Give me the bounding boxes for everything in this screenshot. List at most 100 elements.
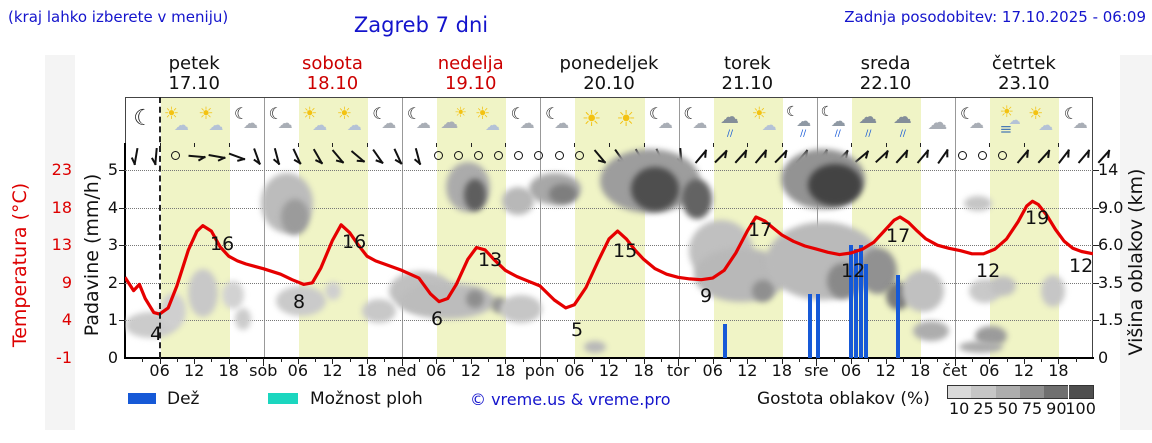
x-tick-top <box>781 143 783 147</box>
day-name: ponedeljek <box>559 53 659 74</box>
temp-value-label: 16 <box>342 231 367 253</box>
cloud-density-swatch <box>1019 385 1045 399</box>
cloud-density-swatch <box>1068 385 1094 399</box>
x-tick <box>972 358 973 362</box>
rain-bar <box>816 294 821 358</box>
x-time-label: 06 <box>840 361 862 380</box>
x-tick-top <box>297 143 299 147</box>
weather-icon-cloud: ☁ <box>921 100 955 142</box>
weather-icon-sun: ☀ <box>576 100 610 142</box>
x-tick-top <box>228 143 230 147</box>
glyph: ∕∕ <box>834 129 841 139</box>
glyph: ☁ <box>277 114 293 132</box>
x-boundary-tick <box>401 358 403 366</box>
wind-calm-icon <box>171 151 181 160</box>
cloud-density-level: 10 <box>948 399 970 418</box>
day-date: 19.10 <box>444 73 497 94</box>
grid-line <box>125 207 1093 209</box>
x-tick <box>920 358 922 364</box>
wind-calm-icon <box>433 151 443 160</box>
day-date: 20.10 <box>583 73 635 94</box>
temp-value-label: 12 <box>841 260 866 282</box>
rain-legend-swatch <box>128 393 156 404</box>
weather-icon-sun: ☀ <box>610 100 644 142</box>
glyph: ☀ <box>475 104 491 124</box>
weather-icon-moon-cloud: ☾ ☁ <box>265 100 299 142</box>
x-tick <box>142 358 144 362</box>
x-tick <box>228 358 230 364</box>
daytime-band <box>990 98 1060 357</box>
rain-bar <box>858 245 863 358</box>
weather-icon-moon-rain: ☾ ☁ ∕∕ <box>818 100 852 142</box>
x-tick <box>591 358 593 362</box>
x-tick-top <box>332 143 334 147</box>
x-time-label: 06 <box>564 361 585 380</box>
glyph: ☾ <box>820 104 834 120</box>
cloud-density-level: 100 <box>1065 399 1096 418</box>
x-tick-top <box>505 143 507 147</box>
temp-tick-label: 23 <box>51 160 72 179</box>
weather-icon-moon-cloud: ☾ ☁ <box>403 100 437 142</box>
x-boundary-tick <box>678 358 680 366</box>
glyph: ☾ <box>510 104 525 123</box>
temp-tick-label: 9 <box>61 272 72 292</box>
attribution-link[interactable]: © vreme.us & vreme.pro <box>470 390 671 409</box>
x-tick <box>695 358 697 362</box>
x-time-label: 06 <box>149 361 170 380</box>
cloud-blob <box>827 263 859 299</box>
x-tick-top <box>851 143 852 147</box>
x-tick <box>609 358 610 364</box>
x-tick <box>211 358 213 362</box>
weather-icon-moon-cloud: ☾ ☁ <box>645 100 679 142</box>
x-tick <box>660 358 662 362</box>
temp-value-label: 5 <box>571 319 584 341</box>
glyph: ☀ <box>336 104 352 124</box>
glyph: ☀ <box>1028 104 1044 124</box>
x-tick <box>712 358 714 364</box>
rain-bar <box>896 275 901 358</box>
glyph: ☁ <box>440 112 459 133</box>
x-time-label: 12 <box>737 361 758 380</box>
weather-icon-moon-cloud: ☾ ☁ <box>956 100 990 142</box>
wind-calm-icon <box>473 151 483 160</box>
x-tick <box>574 358 576 364</box>
showers-legend-swatch <box>268 393 298 404</box>
glyph: ☁ <box>830 112 846 130</box>
x-day-label: čet <box>942 361 968 380</box>
glyph: ☁ <box>554 114 570 132</box>
glyph: ☀ <box>198 104 214 124</box>
current-time-line <box>159 97 161 358</box>
x-tick <box>488 358 489 362</box>
x-tick <box>937 358 939 362</box>
day-separator <box>263 98 265 357</box>
weather-icon-moon-cloud: ☾ ☁ <box>368 100 402 142</box>
x-time-label: 18 <box>909 361 931 380</box>
weather-icon-rain: ☁ ∕∕ <box>887 100 921 142</box>
weather-icon-rain: ☁ ∕∕ <box>714 100 748 142</box>
rain-legend-label: Dež <box>167 389 200 409</box>
glyph: ☁ <box>173 116 189 134</box>
temp-value-label: 15 <box>613 240 638 262</box>
cloud-blob <box>464 179 486 211</box>
cloud-density-level: 75 <box>1021 399 1043 418</box>
x-tick <box>418 358 420 362</box>
temp-value-label: 12 <box>976 260 1001 282</box>
cloud-blob <box>913 321 949 341</box>
glyph: ☾ <box>545 104 560 123</box>
glyph: ☁ <box>243 114 258 132</box>
x-tick-top <box>920 143 922 147</box>
x-time-label: 18 <box>495 361 516 380</box>
y-tick-right <box>1093 207 1099 209</box>
x-tick <box>1075 358 1077 362</box>
x-tick <box>989 358 991 364</box>
weather-icon-rain: ☁ ∕∕ <box>852 100 886 142</box>
x-boundary-tick <box>539 358 541 366</box>
cloud-blob <box>1041 275 1065 307</box>
glyph: ☁ <box>657 114 673 132</box>
cloud-blob <box>362 299 396 323</box>
temp-tick-label: -1 <box>56 348 72 367</box>
temp-tick-label: 13 <box>51 235 72 255</box>
cloud-blob <box>549 184 577 204</box>
glyph: ☀ <box>616 107 637 132</box>
